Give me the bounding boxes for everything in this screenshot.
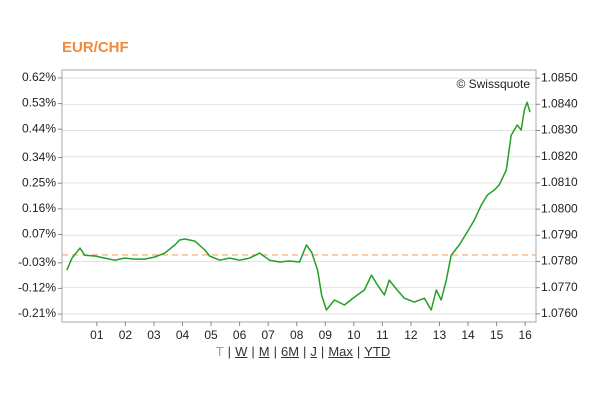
x-tick-label: 09 <box>319 328 333 340</box>
y2-tick-label: 1.0830 <box>541 123 578 137</box>
y-tick-label: 0.25% <box>22 175 56 189</box>
separator: | <box>273 344 277 359</box>
y-tick-label: 0.16% <box>22 201 56 215</box>
y2-tick-label: 1.0760 <box>541 306 578 320</box>
y-tick-label: 0.53% <box>22 96 56 110</box>
separator: | <box>320 344 325 359</box>
y2-tick-label: 1.0810 <box>541 175 578 189</box>
y-tick-label: -0.03% <box>18 255 56 269</box>
range-link[interactable]: W <box>235 344 248 359</box>
x-tick-label: 08 <box>290 328 304 340</box>
x-tick-label: 04 <box>176 328 190 340</box>
range-links: T | W | M | 6M | J | Max | YTD <box>0 344 606 359</box>
y-tick-label: 0.44% <box>22 121 56 135</box>
x-tick-label: 02 <box>119 328 133 340</box>
separator: | <box>356 344 361 359</box>
y-tick-label: 0.07% <box>22 227 56 241</box>
chart-title: EUR/CHF <box>62 39 129 56</box>
x-tick-label: 16 <box>518 328 532 340</box>
x-tick-label: 01 <box>90 328 104 340</box>
x-tick-label: 06 <box>233 328 247 340</box>
separator: | <box>251 344 255 359</box>
y-tick-label: 0.62% <box>22 70 56 84</box>
y2-tick-label: 1.0800 <box>541 201 578 215</box>
x-tick-label: 15 <box>490 328 504 340</box>
y-tick-label: 0.34% <box>22 150 56 164</box>
y2-tick-label: 1.0850 <box>541 70 578 84</box>
x-tick-label: 05 <box>204 328 218 340</box>
y2-tick-label: 1.0770 <box>541 280 578 294</box>
y-tick-label: -0.21% <box>18 306 56 320</box>
y2-tick-label: 1.0840 <box>541 96 578 110</box>
chart: EUR/CHF © Swissquote 1.0850 1.0840 1.0830 1… <box>18 39 578 340</box>
range-link[interactable]: 6M <box>280 344 300 359</box>
x-tick-label: 14 <box>461 328 475 340</box>
y-tick-label: -0.12% <box>18 281 56 295</box>
x-tick-label: 11 <box>376 328 389 340</box>
x-tick-label: 03 <box>147 328 161 340</box>
y2-tick-label: 1.0780 <box>541 254 578 268</box>
range-link[interactable]: M <box>258 344 270 359</box>
y2-tick-label: 1.0820 <box>541 149 578 163</box>
y2-tick-label: 1.0790 <box>541 227 578 241</box>
range-link[interactable]: YTD <box>364 344 391 359</box>
range-link[interactable]: J <box>310 344 317 359</box>
range-link[interactable]: Max <box>328 344 353 359</box>
source-label: © Swissquote <box>456 77 530 91</box>
price-line <box>66 101 531 311</box>
x-tick-label: 07 <box>261 328 275 340</box>
x-tick-label: 13 <box>433 328 447 340</box>
x-tick-label: 10 <box>347 328 361 340</box>
separator: | <box>303 344 307 359</box>
x-tick-label: 12 <box>404 328 418 340</box>
range-link[interactable]: T <box>215 344 224 359</box>
separator: | <box>227 344 232 359</box>
plot-frame <box>61 69 537 323</box>
